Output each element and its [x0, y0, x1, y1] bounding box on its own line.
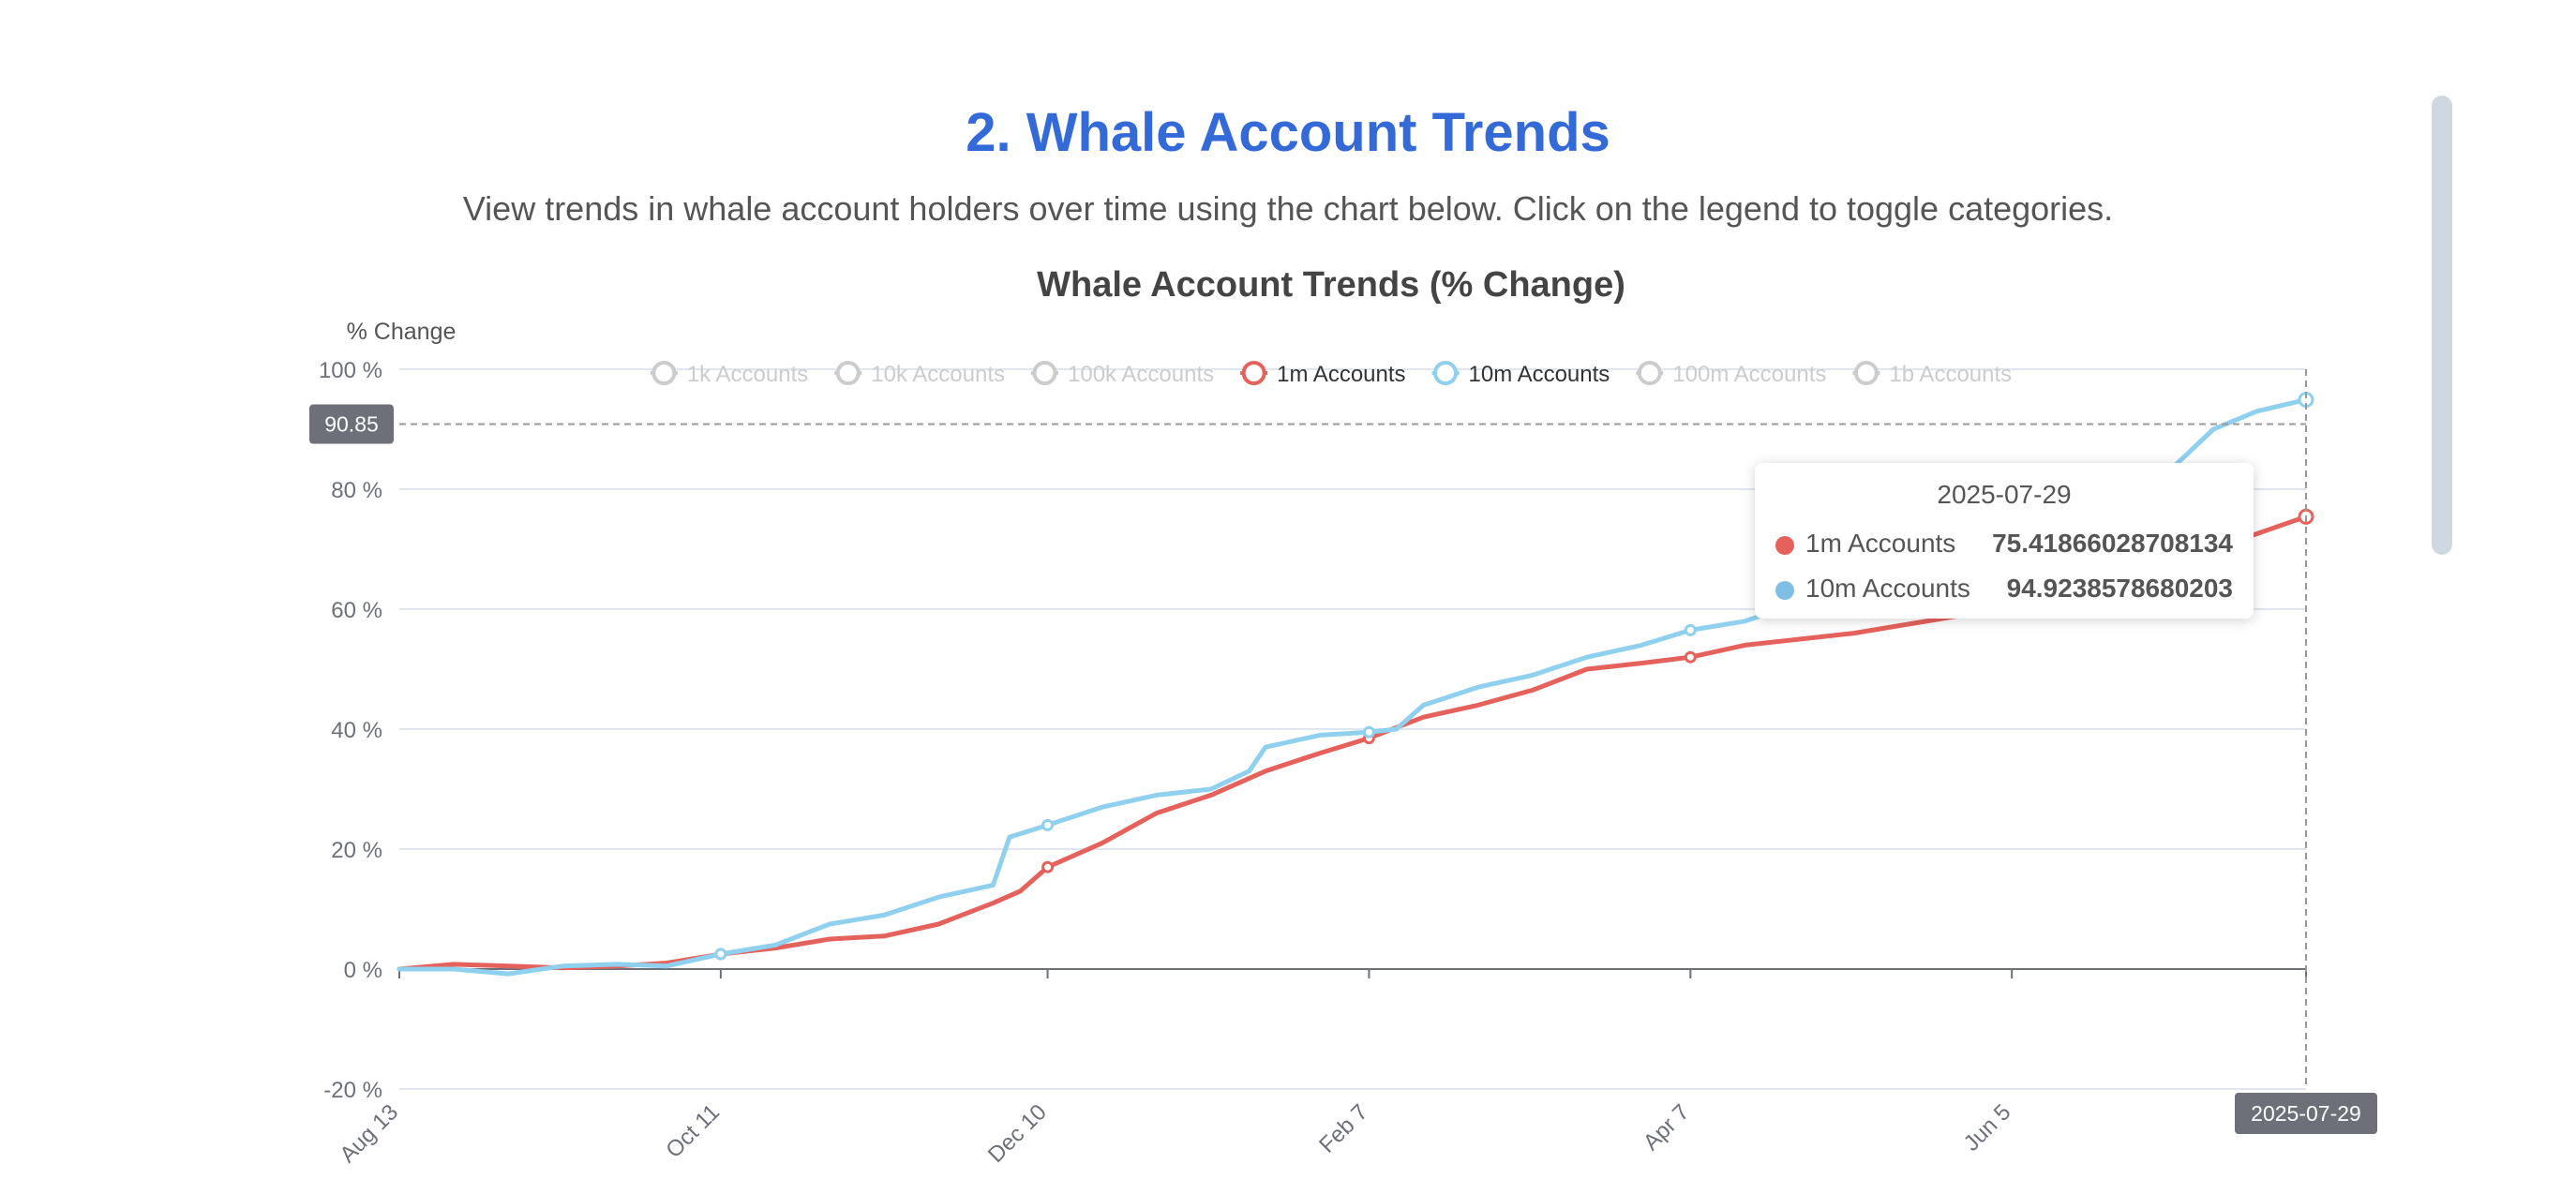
legend-circle-icon: [1433, 361, 1459, 385]
tooltip-row: 1m Accounts 75.41866028708134: [1775, 529, 2233, 560]
chart-title: Whale Account Trends (% Change): [1037, 265, 1625, 305]
page-title: 2. Whale Account Trends: [966, 102, 1610, 163]
tooltip-series-name: 10m Accounts: [1805, 574, 1970, 603]
data-point: [1684, 650, 1697, 664]
tooltip-marker: [1775, 581, 1794, 600]
data-point: [1041, 860, 1055, 873]
tooltip-series-value: 94.9238578680203: [2006, 574, 2233, 603]
scrollbar-thumb[interactable]: [2432, 96, 2452, 555]
legend-item[interactable]: 1k Accounts: [650, 361, 808, 387]
pointer-y-label: 90.85: [324, 412, 379, 437]
tooltip-row: 10m Accounts 94.9238578680203: [1775, 574, 2233, 605]
pointer-x-label: 2025-07-29: [2251, 1101, 2361, 1126]
legend-label: 1m Accounts: [1277, 362, 1405, 387]
legend-item[interactable]: 100m Accounts: [1636, 361, 1826, 387]
legend-circle-icon: [1032, 361, 1057, 385]
legend-label: 10m Accounts: [1469, 362, 1610, 387]
page-description: View trends in whale account holders ove…: [462, 189, 2114, 228]
legend-item[interactable]: 1b Accounts: [1852, 361, 2012, 387]
y-tick-label: 20 %: [331, 838, 382, 863]
x-tick-label: Feb 7: [1314, 1099, 1372, 1157]
x-tick-label: Aug 13: [335, 1099, 403, 1168]
x-tick-label: Apr 7: [1639, 1099, 1695, 1156]
y-tick-label: -20 %: [323, 1078, 382, 1103]
legend-circle-icon: [1241, 361, 1266, 385]
chart-legend: 1k Accounts 10k Accounts 100k Accounts 1m A…: [650, 361, 2012, 387]
legend-item[interactable]: 10k Accounts: [834, 361, 1005, 387]
x-tick-label: Dec 10: [983, 1099, 1052, 1168]
chart-tooltip: 2025-07-29 1m Accounts 75.41866028708134…: [1755, 463, 2254, 619]
legend-item[interactable]: 1m Accounts: [1240, 361, 1406, 387]
tooltip-date: 2025-07-29: [1937, 480, 2072, 509]
tooltip-series-name: 1m Accounts: [1805, 529, 1956, 558]
legend-circle-icon: [1637, 361, 1662, 385]
legend-label: 10k Accounts: [871, 362, 1005, 387]
data-point: [1362, 725, 1375, 739]
y-tick-label: 80 %: [331, 478, 382, 503]
y-tick-label: 100 %: [319, 358, 382, 383]
tooltip-marker: [1775, 536, 1794, 555]
legend-circle-icon: [835, 361, 861, 385]
data-point: [1041, 818, 1055, 831]
data-point: [714, 948, 727, 961]
legend-label: 1b Accounts: [1889, 362, 2012, 387]
y-axis-label: % Change: [347, 319, 457, 345]
pointer-x-label-box: [2235, 1093, 2377, 1134]
legend-label: 100k Accounts: [1068, 362, 1214, 387]
axis-pointer: 90.85 2025-07-29: [309, 369, 2377, 1134]
y-tick-label: 40 %: [331, 718, 382, 743]
x-tick-label: Jun 5: [1959, 1099, 2016, 1157]
x-tick-label: Oct 11: [661, 1099, 725, 1163]
pointer-y-label-box: [309, 404, 394, 444]
legend-item[interactable]: 100k Accounts: [1031, 361, 1214, 387]
axes: Aug 13 Oct 11 Dec 10 Feb 7 Apr 7 Jun 5: [335, 968, 2307, 1168]
legend-circle-icon: [651, 361, 677, 385]
legend-label: 1k Accounts: [687, 362, 808, 387]
legend-item[interactable]: 10m Accounts: [1431, 361, 1610, 387]
tooltip-series-value: 75.41866028708134: [1992, 529, 2233, 558]
y-tick-label: 0 %: [344, 958, 382, 983]
legend-circle-icon: [1853, 361, 1879, 385]
y-tick-label: 60 %: [331, 598, 382, 623]
legend-label: 100m Accounts: [1672, 362, 1826, 387]
data-point: [1684, 623, 1697, 636]
